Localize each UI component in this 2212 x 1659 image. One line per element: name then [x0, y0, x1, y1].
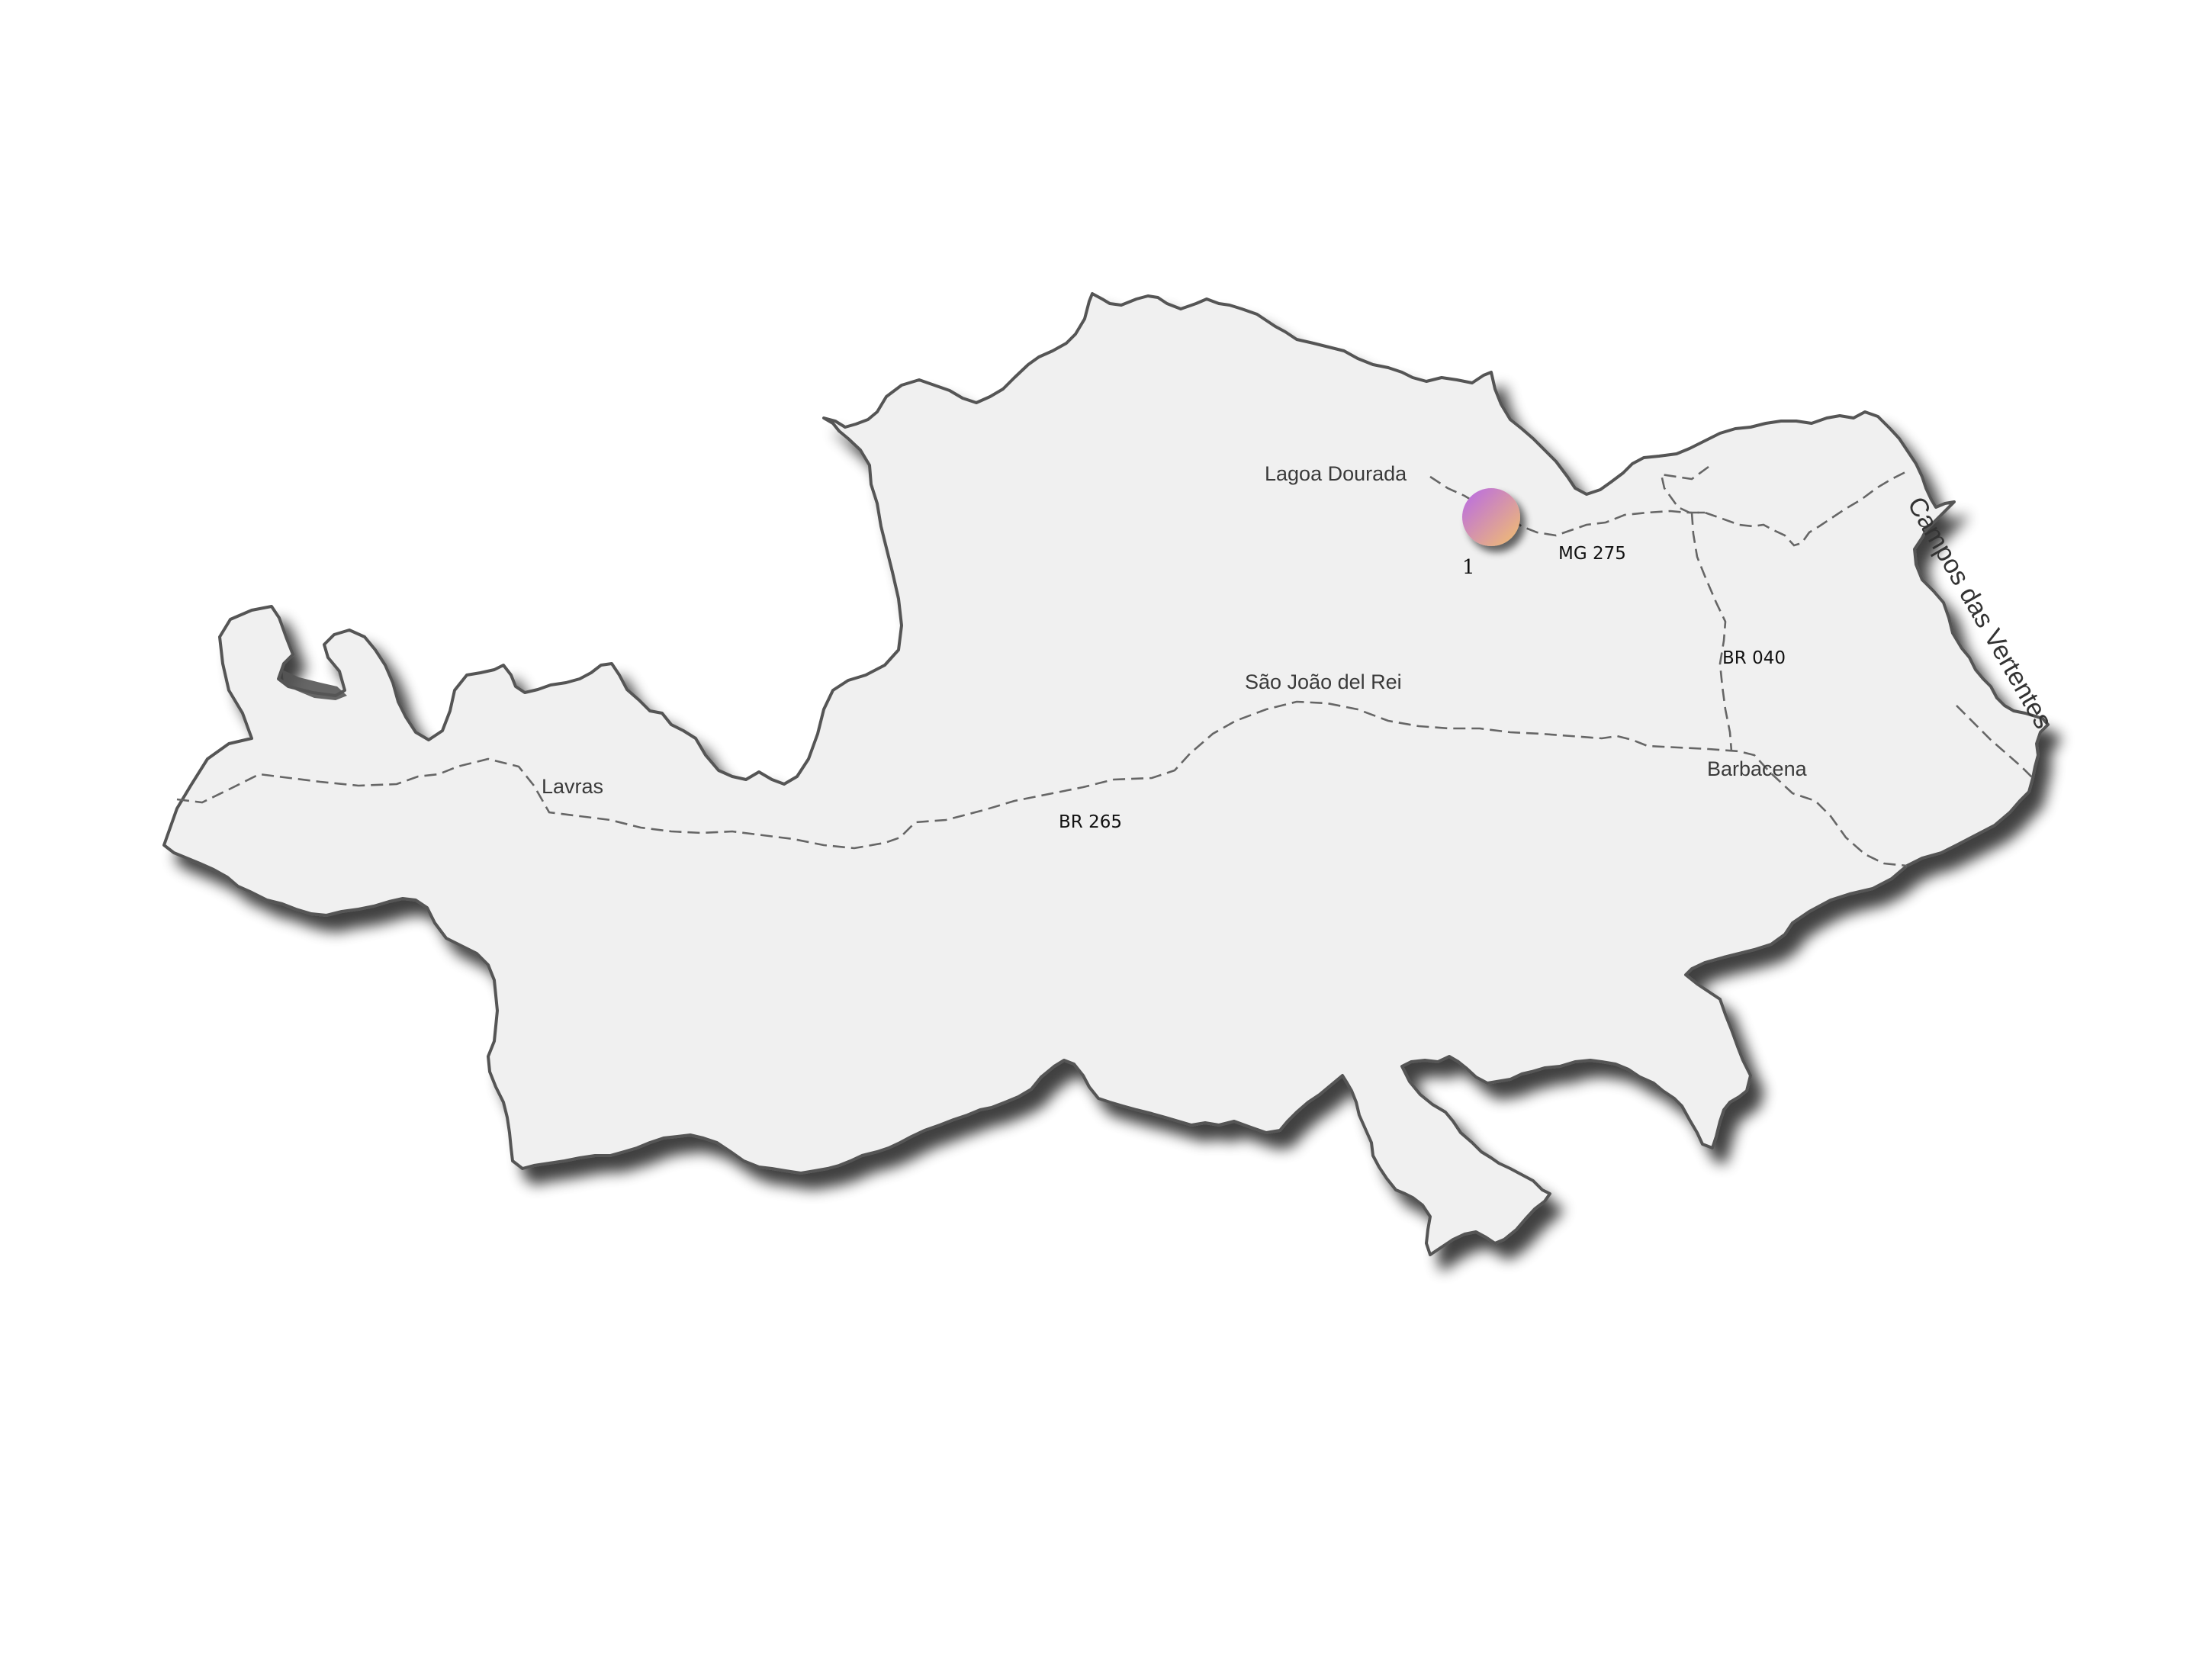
road-br040: [1690, 512, 1733, 752]
road-label-br040: BR 040: [1722, 648, 1786, 668]
city-label-sao-joao-del-rei: São João del Rei: [1245, 670, 1402, 693]
road-label-mg275: MG 275: [1558, 544, 1626, 564]
marker-number-label: 1: [1462, 556, 1475, 579]
road-border-east: [1660, 465, 2034, 779]
city-label-lavras: Lavras: [542, 775, 603, 798]
city-label-barbacena: Barbacena: [1707, 757, 1808, 780]
region-outline: [162, 292, 2050, 1256]
road-br265: [176, 700, 1908, 867]
marker-circle[interactable]: [1462, 488, 1520, 546]
city-label-lagoa-dourada: Lagoa Dourada: [1265, 462, 1407, 485]
location-marker-1[interactable]: 1: [1462, 488, 1520, 579]
road-label-br265: BR 265: [1059, 812, 1122, 832]
lake-shape: [282, 670, 347, 700]
